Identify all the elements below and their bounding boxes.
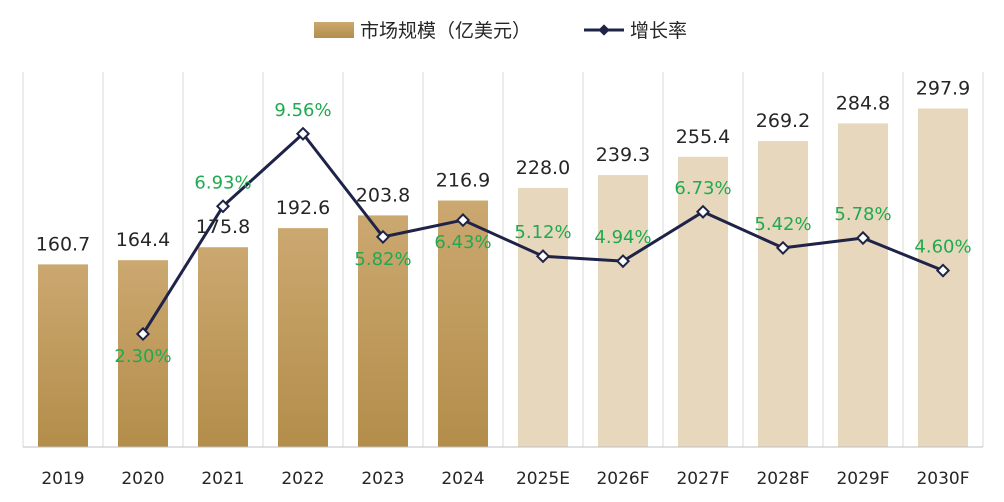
bar-2029F: [838, 123, 888, 447]
growth-value-label: 4.94%: [594, 227, 651, 248]
bar-2020: [118, 260, 168, 447]
x-tick-label: 2028F: [756, 469, 809, 489]
bar-2027F: [678, 156, 728, 448]
growth-point-2022: [295, 126, 311, 141]
bar-value-label: 164.4: [116, 229, 170, 251]
grid: [22, 72, 984, 447]
x-tick-label: 2029F: [836, 469, 889, 489]
bar-2019: [38, 264, 88, 447]
bar-2030F: [918, 108, 968, 448]
bar-value-label: 203.8: [356, 184, 410, 206]
bar-2022: [278, 228, 328, 447]
bar-2026F: [598, 175, 648, 447]
x-tick-label: 2019: [41, 469, 84, 489]
growth-value-label: 6.43%: [434, 232, 491, 253]
bar-2024: [438, 200, 488, 447]
growth-value-label: 4.60%: [914, 237, 971, 258]
bar-2025E: [518, 187, 568, 447]
growth-line: [135, 126, 951, 342]
growth-value-label: 5.42%: [754, 214, 811, 235]
bar-value-label: 216.9: [436, 170, 490, 192]
data-labels: 160.7 164.4 175.8 192.6 203.8 216.9 228.0 239.3…: [36, 77, 972, 366]
bar-value-label: 255.4: [676, 126, 730, 148]
bar-value-label: 297.9: [916, 77, 970, 99]
x-tick-label: 2024: [441, 469, 484, 489]
growth-point-2021: [215, 199, 231, 214]
x-tick-label: 2026F: [596, 469, 649, 489]
legend-bar-swatch: [314, 22, 354, 38]
x-tick-label: 2027F: [676, 469, 729, 489]
growth-value-label: 5.12%: [514, 222, 571, 243]
growth-point-2020: [135, 326, 151, 342]
bar-value-label: 269.2: [756, 110, 810, 132]
bar-2028F: [758, 141, 808, 447]
bar-2023: [358, 215, 408, 447]
x-tick-label: 2021: [201, 469, 244, 489]
growth-value-label: 9.56%: [274, 100, 331, 121]
growth-value-label: 5.82%: [354, 249, 411, 270]
legend-bar-label: 市场规模（亿美元）: [360, 20, 531, 42]
bars: [38, 108, 968, 448]
x-tick-label: 2020: [121, 469, 164, 489]
growth-point-2024: [455, 212, 471, 228]
growth-value-label: 5.78%: [834, 204, 891, 225]
growth-point-2029F: [855, 230, 871, 246]
bar-value-label: 284.8: [836, 92, 890, 114]
growth-point-2026F: [615, 254, 631, 269]
growth-point-2025E: [535, 249, 551, 264]
growth-point-2028F: [775, 240, 791, 255]
bar-2021: [198, 247, 248, 447]
growth-value-label: 6.93%: [194, 172, 251, 193]
legend-line-label: 增长率: [630, 20, 687, 42]
x-tick-label: 2030F: [916, 469, 969, 489]
growth-point-2023: [375, 229, 391, 244]
bar-value-label: 160.7: [36, 233, 90, 255]
growth-value-label: 6.73%: [674, 178, 731, 199]
legend: 市场规模（亿美元） 增长率: [314, 20, 687, 42]
legend-line-marker: [598, 24, 610, 36]
growth-value-label: 2.30%: [114, 346, 171, 367]
bar-value-label: 239.3: [596, 144, 650, 166]
bar-value-label: 192.6: [276, 197, 330, 219]
growth-point-2030F: [935, 263, 951, 278]
x-tick-label: 2022: [281, 469, 324, 489]
bar-value-label: 175.8: [196, 216, 250, 238]
x-tick-labels: 2019 2020 2021 2022 2023 2024 2025E 2026F 2027F 2…: [41, 469, 969, 489]
growth-point-2027F: [695, 204, 711, 219]
bar-value-label: 228.0: [516, 157, 570, 179]
x-tick-label: 2023: [361, 469, 404, 489]
x-tick-label: 2025E: [516, 469, 570, 489]
